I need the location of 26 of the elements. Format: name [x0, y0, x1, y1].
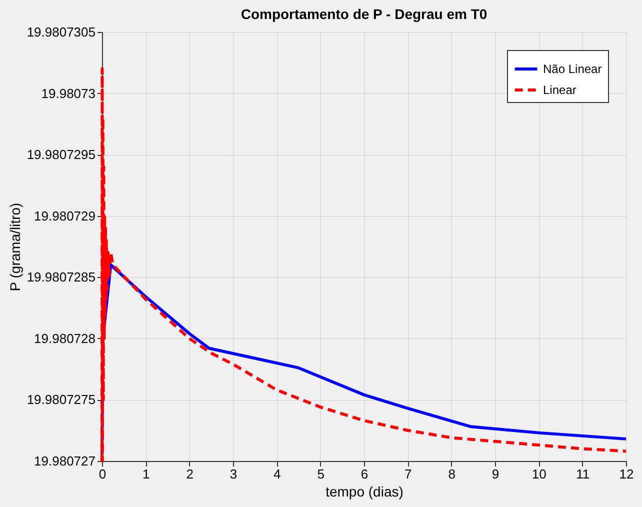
x-tick-label: 12 — [619, 466, 634, 482]
chart-title: Comportamento de P - Degrau em T0 — [240, 6, 488, 22]
y-tick-label: 19.980728 — [34, 330, 96, 346]
x-axis-title: tempo (dias) — [326, 484, 404, 500]
x-tick-label: 9 — [492, 466, 500, 482]
x-tick-label: 8 — [448, 466, 456, 482]
x-tick-label: 11 — [576, 466, 590, 482]
x-tick-label: 2 — [186, 466, 194, 482]
x-tick-label: 5 — [317, 466, 324, 482]
x-tick-label: 4 — [274, 466, 281, 482]
x-tick-label: 7 — [404, 466, 412, 482]
legend-label: Não Linear — [543, 62, 602, 76]
y-tick-label: 19.9807285 — [26, 270, 96, 285]
legend-label: Linear — [543, 83, 576, 97]
x-tick-label: 1 — [142, 466, 150, 482]
y-tick-label: 19.9807275 — [26, 392, 96, 408]
y-tick-label: 19.980727 — [34, 454, 96, 468]
y-tick-label: 19.980729 — [34, 208, 96, 224]
y-tick-label: 19.98073 — [41, 86, 96, 101]
y-tick-label: 19.9807305 — [26, 24, 96, 40]
x-tick-label: 3 — [230, 466, 238, 482]
x-tick-label: 6 — [360, 466, 368, 482]
x-tick-label: 0 — [98, 466, 106, 482]
y-axis-title: P (grama/litro) — [6, 202, 23, 292]
x-tick-label: 10 — [532, 466, 546, 482]
y-tick-label: 19.9807295 — [26, 147, 96, 162]
